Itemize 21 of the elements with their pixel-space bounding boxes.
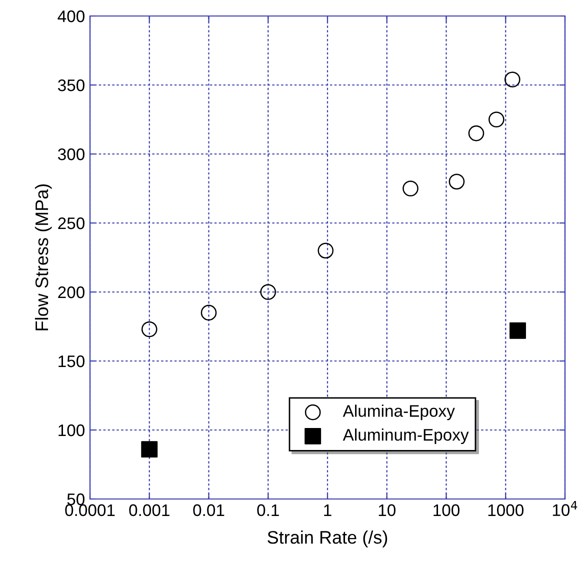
x-axis-title: Strain Rate (/s) [268,530,388,548]
y-axis-title: Flow Stress (MPa) [34,184,52,330]
x-tick-label: 10$^{4}$ [552,500,578,516]
x-tick-label: 100 [434,504,460,516]
y-tick-label: 200 [58,286,84,298]
x-tick-label: 0.0001 [65,504,115,516]
y-tick-label: 400 [58,10,84,22]
y-tick-label: 300 [58,148,84,160]
y-tick-label: 250 [58,217,84,230]
legend-label: Alumina-Epoxy [342,404,455,420]
y-tick-label: 50 [67,493,84,506]
x-tick-label: 0.1 [257,504,279,516]
x-tick-label: 0.001 [129,504,170,516]
x-tick-label: 0.01 [193,504,224,516]
x-tick-label: 1000 [488,504,524,516]
y-tick-label: 100 [58,424,84,436]
y-tick-label: 350 [58,79,84,92]
legend-label: Aluminum-Epoxy [342,428,469,444]
x-tick-label: 1 [324,504,332,516]
x-tick-label: 10 [378,504,396,516]
y-tick-label: 150 [58,355,84,368]
